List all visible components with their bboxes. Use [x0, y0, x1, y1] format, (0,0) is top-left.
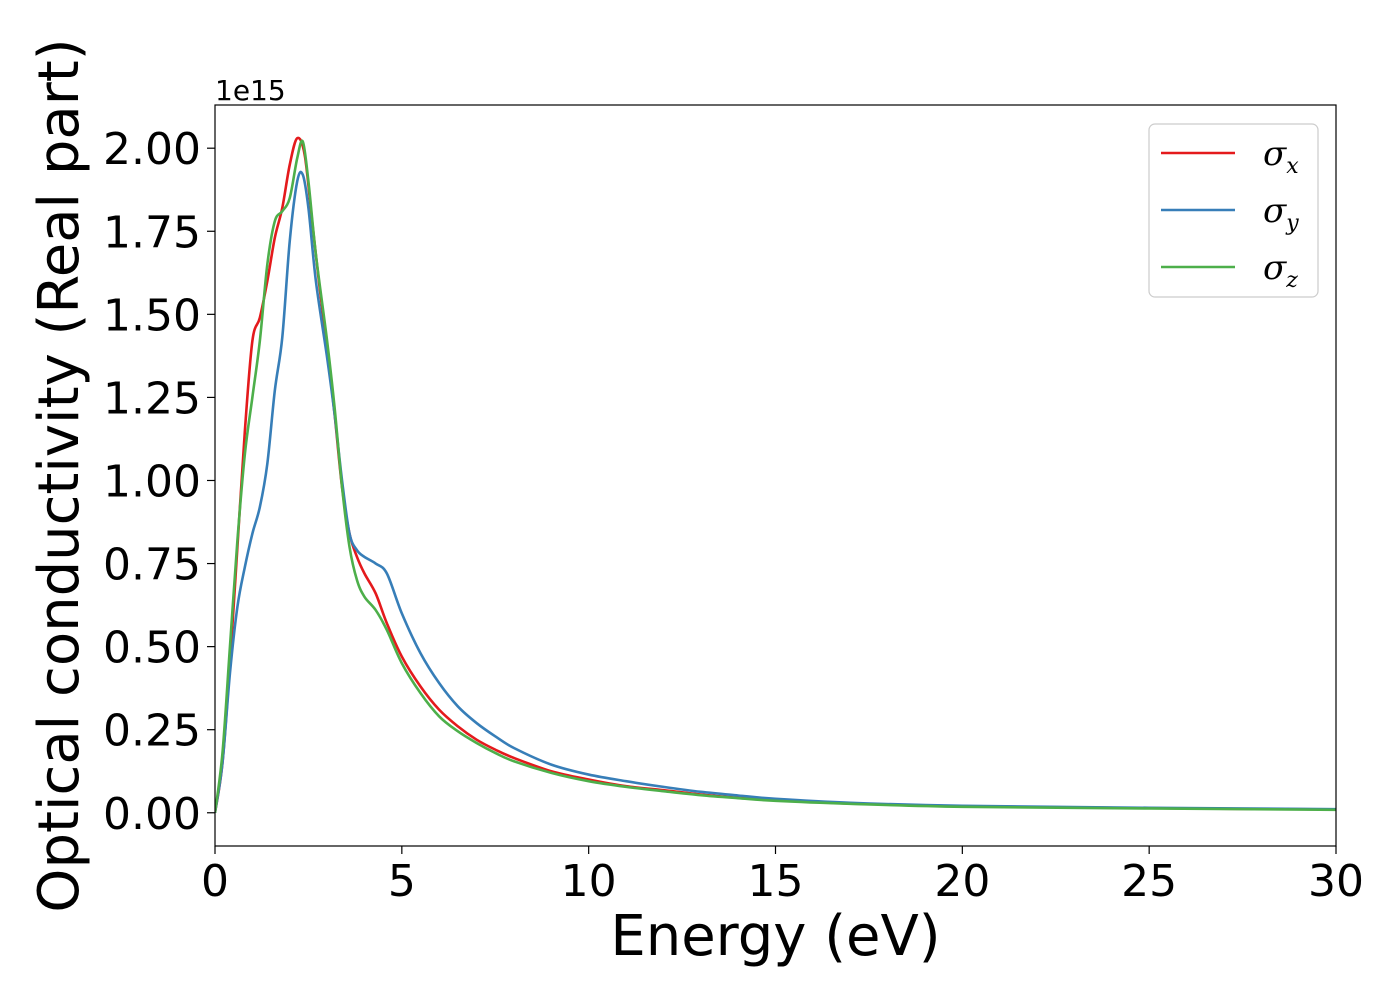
- x-tick-label: 10: [561, 856, 617, 907]
- x-tick-label: 25: [1121, 856, 1177, 907]
- x-tick-label: 20: [934, 856, 990, 907]
- legend: σx σy σz: [1148, 123, 1319, 298]
- x-axis-title: Energy (eV): [610, 904, 940, 969]
- y-tick-label: 0.50: [103, 623, 201, 674]
- y-tick-label: 1.00: [103, 456, 201, 507]
- series-line-y: [215, 170, 1336, 813]
- y-axis: 0.00 0.25 0.50 0.75 1.00 1.25 1.50 1.75 2.00: [103, 124, 215, 840]
- legend-label-y: σy: [1263, 191, 1299, 236]
- y-tick-label: 1.75: [103, 207, 201, 258]
- y-axis-title: Optical conductivity (Real part): [27, 38, 92, 912]
- legend-label-z: σz: [1263, 248, 1298, 293]
- y-tick-label: 1.50: [103, 290, 201, 341]
- x-tick-label: 15: [748, 856, 804, 907]
- series-line-z: [215, 139, 1336, 813]
- x-axis: 0 5 10 15 20 25 30: [201, 846, 1364, 907]
- y-tick-label: 0.00: [103, 789, 201, 840]
- y-tick-label: 1.25: [103, 373, 201, 424]
- plot-lines: [215, 136, 1336, 813]
- x-tick-label: 0: [201, 856, 229, 907]
- y-offset-label: 1e15: [215, 74, 286, 107]
- y-tick-label: 0.75: [103, 540, 201, 591]
- x-tick-label: 30: [1308, 856, 1364, 907]
- legend-label-x: σx: [1263, 134, 1299, 179]
- y-tick-label: 0.25: [103, 706, 201, 757]
- x-tick-label: 5: [388, 856, 416, 907]
- y-tick-label: 2.00: [103, 124, 201, 175]
